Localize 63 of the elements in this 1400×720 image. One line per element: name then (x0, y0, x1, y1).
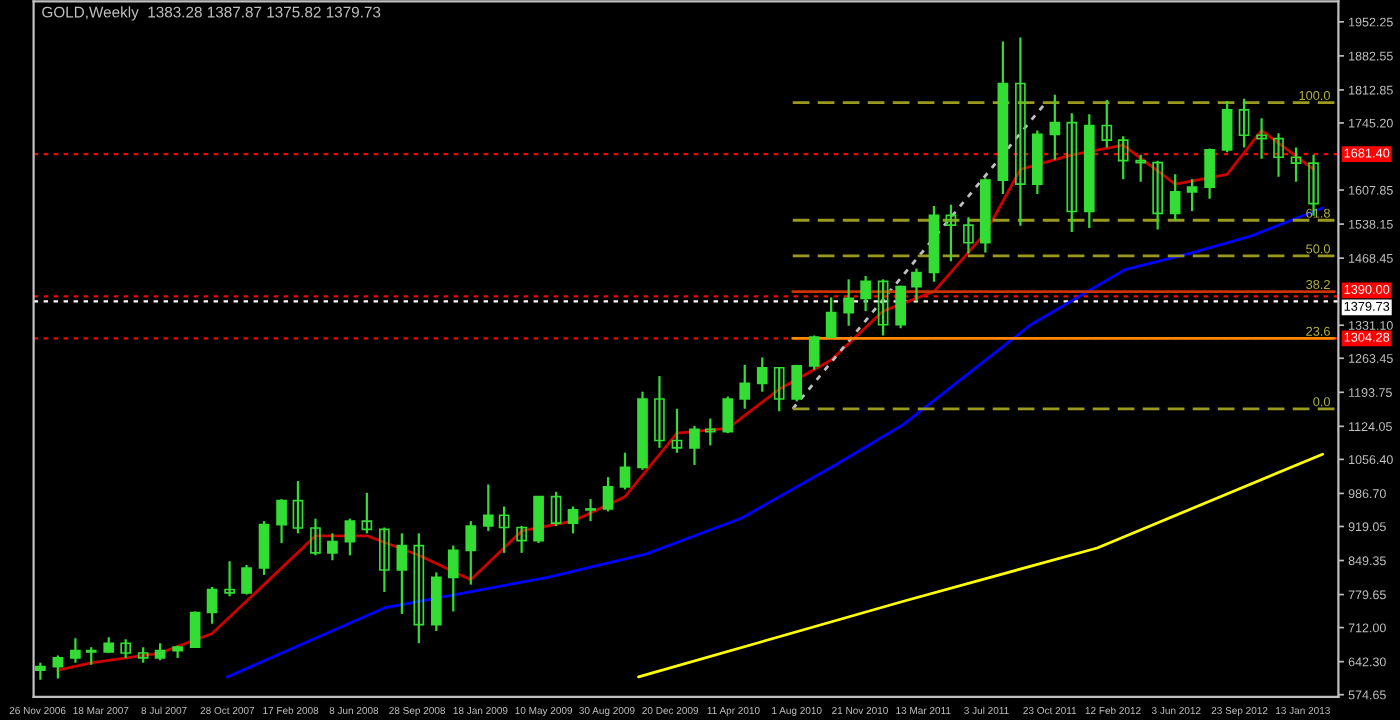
candlestick (689, 424, 700, 467)
candlestick (963, 216, 974, 255)
candlestick (276, 498, 287, 545)
candlestick (1152, 159, 1164, 231)
candlestick (1256, 117, 1267, 160)
candlestick (567, 505, 579, 535)
candlestick (430, 571, 442, 633)
candlestick (722, 395, 734, 435)
candlestick (619, 451, 631, 491)
candlestick (585, 498, 596, 523)
candlestick (739, 363, 751, 410)
candlestick (361, 491, 373, 535)
line-series (637, 452, 1324, 679)
candlestick (1135, 153, 1147, 183)
candlestick (241, 563, 252, 596)
candlestick (1101, 98, 1113, 149)
candlestick (1221, 99, 1233, 154)
candlestick (860, 274, 871, 313)
candlestick (945, 203, 957, 263)
candlestick (1049, 93, 1061, 161)
candlestick (413, 532, 425, 645)
candlestick (843, 278, 855, 327)
candlestick (533, 495, 544, 545)
candlestick (756, 356, 768, 393)
candlestick (447, 544, 459, 613)
candlestick (671, 407, 683, 454)
candlestick (791, 363, 803, 403)
candlestick (1066, 112, 1078, 234)
candlestick (120, 638, 132, 659)
candlestick (258, 520, 270, 576)
candlestick (704, 417, 716, 447)
candlestick (654, 374, 665, 449)
candlestick (825, 296, 837, 340)
candlestick (327, 532, 338, 562)
candlestick (1169, 173, 1181, 222)
candlestick (550, 490, 562, 528)
candlestick (482, 483, 494, 532)
candlestick (1186, 178, 1198, 213)
candlestick (70, 637, 81, 664)
candlestick (1273, 132, 1284, 178)
candlestick (1238, 97, 1250, 149)
candlestick (396, 532, 408, 616)
candlestick (808, 334, 820, 371)
candlestick (224, 560, 235, 598)
candlestick (310, 517, 321, 557)
candlestick (206, 585, 218, 625)
candlestick (498, 505, 510, 554)
candlestick (516, 524, 527, 554)
candlestick (895, 284, 906, 330)
candlestick (877, 278, 889, 337)
candlestick (1015, 36, 1026, 227)
candlestick (1290, 146, 1302, 183)
candlestick (189, 610, 201, 650)
candlestick (602, 476, 614, 513)
candlestick (1117, 135, 1129, 181)
candlestick (292, 479, 304, 535)
candlestick (344, 517, 356, 557)
candlestick (1204, 147, 1215, 200)
candlestick (773, 366, 785, 413)
candlestick (911, 267, 922, 303)
candlestick (379, 526, 390, 594)
candlestick (465, 520, 477, 586)
candlestick (52, 654, 64, 680)
